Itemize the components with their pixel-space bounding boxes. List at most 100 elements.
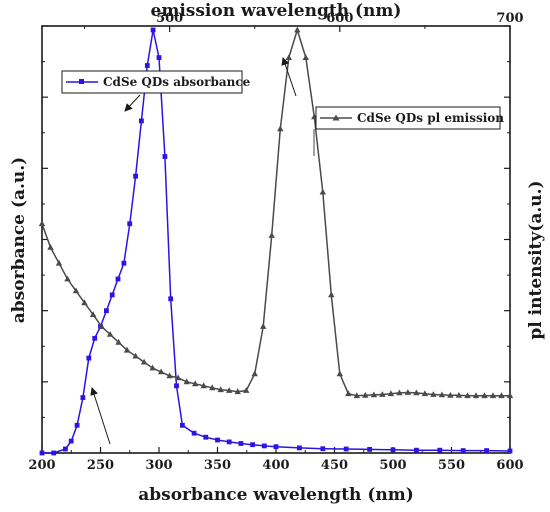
absorbance-point xyxy=(238,441,244,446)
absorbance-point xyxy=(215,437,220,443)
emission-point xyxy=(38,220,46,227)
emission-point xyxy=(430,391,437,397)
absorbance-point xyxy=(390,447,396,453)
absorbance-series xyxy=(39,27,513,456)
emission-point xyxy=(387,390,395,397)
absorbance-point xyxy=(437,447,443,453)
absorbance-point xyxy=(484,448,489,453)
emission-point xyxy=(149,364,156,371)
absorbance-point xyxy=(133,173,138,179)
emission-point xyxy=(328,291,335,298)
emission-point xyxy=(183,378,190,385)
emission-point xyxy=(438,391,446,398)
bottom-tick-label: 300 xyxy=(145,458,172,473)
emission-point xyxy=(140,358,148,365)
bottom-tick-label: 350 xyxy=(204,458,231,473)
emission-point xyxy=(64,275,71,282)
bottom-tick-label: 400 xyxy=(262,458,289,473)
emission-point xyxy=(498,392,505,399)
top-tick-label: 700 xyxy=(496,11,523,26)
legend-emission-marker xyxy=(332,114,340,121)
bottom-tick-label: 500 xyxy=(379,458,406,473)
bottom-tick-label: 450 xyxy=(321,458,348,473)
emission-point xyxy=(455,391,463,398)
absorbance-arrow-from-baseline xyxy=(90,387,111,445)
emission-point xyxy=(209,384,216,391)
emission-arrow-to-top-axis xyxy=(281,57,297,97)
absorbance-point xyxy=(80,395,86,400)
emission-point xyxy=(98,323,105,329)
legend-absorbance: CdSe QDs absorbance xyxy=(61,70,251,94)
absorbance-point xyxy=(74,422,80,428)
absorbance-point xyxy=(250,442,255,448)
absorbance-point xyxy=(121,260,127,266)
emission-point xyxy=(396,389,403,396)
emission-point xyxy=(55,259,63,266)
absorbance-point xyxy=(273,444,279,450)
emission-point xyxy=(464,392,471,399)
absorbance-point xyxy=(104,308,109,314)
emission-point xyxy=(157,368,165,375)
emission-point xyxy=(489,392,497,399)
absorbance-point xyxy=(507,448,513,454)
emission-point xyxy=(260,323,267,329)
absorbance-point xyxy=(226,439,232,445)
absorbance-point xyxy=(191,430,197,436)
emission-point xyxy=(294,26,301,33)
legend-emission-box xyxy=(315,106,501,130)
absorbance-point xyxy=(139,118,144,124)
legend-absorbance-marker xyxy=(79,79,84,84)
absorbance-arrow-to-peak xyxy=(124,94,141,112)
emission-point xyxy=(285,54,292,60)
emission-point xyxy=(481,392,488,399)
emission-point xyxy=(379,391,386,397)
emission-point xyxy=(243,387,250,393)
absorbance-point xyxy=(86,355,92,361)
absorbance-point xyxy=(144,63,150,68)
absorbance-point xyxy=(320,446,326,452)
absorbance-point xyxy=(109,292,115,298)
top-axis-ticks: 500 600 700 xyxy=(84,11,524,32)
emission-point xyxy=(421,390,429,397)
emission-series xyxy=(38,26,514,399)
absorbance-point xyxy=(162,154,168,159)
emission-point xyxy=(72,287,80,294)
emission-point xyxy=(336,370,343,377)
top-tick-label: 600 xyxy=(326,11,353,26)
absorbance-point xyxy=(174,383,179,389)
absorbance-point xyxy=(115,276,121,282)
emission-point xyxy=(234,388,241,395)
absorbance-point xyxy=(63,446,68,452)
emission-point xyxy=(226,387,233,393)
y-left-axis-label: absorbance (a.u.) xyxy=(9,157,29,323)
absorbance-point xyxy=(203,434,209,440)
emission-point xyxy=(302,54,309,60)
absorbance-point xyxy=(156,55,162,60)
emission-point xyxy=(47,244,54,250)
emission-point xyxy=(132,352,139,359)
emission-point xyxy=(200,382,207,389)
bottom-tick-label: 550 xyxy=(438,458,465,473)
emission-point xyxy=(89,311,97,317)
absorbance-point xyxy=(51,450,57,456)
emission-point xyxy=(362,391,369,398)
emission-point xyxy=(123,346,131,353)
emission-point xyxy=(277,125,284,132)
emission-point xyxy=(353,392,360,399)
bottom-tick-label: 250 xyxy=(87,458,114,473)
emission-point xyxy=(319,188,326,195)
emission-point xyxy=(370,391,378,398)
emission-point xyxy=(404,389,412,395)
absorbance-point xyxy=(150,27,156,33)
y-right-axis-label: pl intensity(a.u.) xyxy=(526,180,546,339)
absorbance-point xyxy=(460,448,466,453)
legend-absorbance-label: CdSe QDs absorbance xyxy=(103,75,251,89)
legend-emission-label: CdSe QDs pl emission xyxy=(357,111,504,125)
absorbance-point xyxy=(367,447,372,452)
emission-point xyxy=(174,374,182,381)
emission-point xyxy=(192,380,199,387)
emission-point xyxy=(115,338,122,345)
emission-point xyxy=(217,386,224,393)
bottom-tick-label: 200 xyxy=(28,458,55,473)
